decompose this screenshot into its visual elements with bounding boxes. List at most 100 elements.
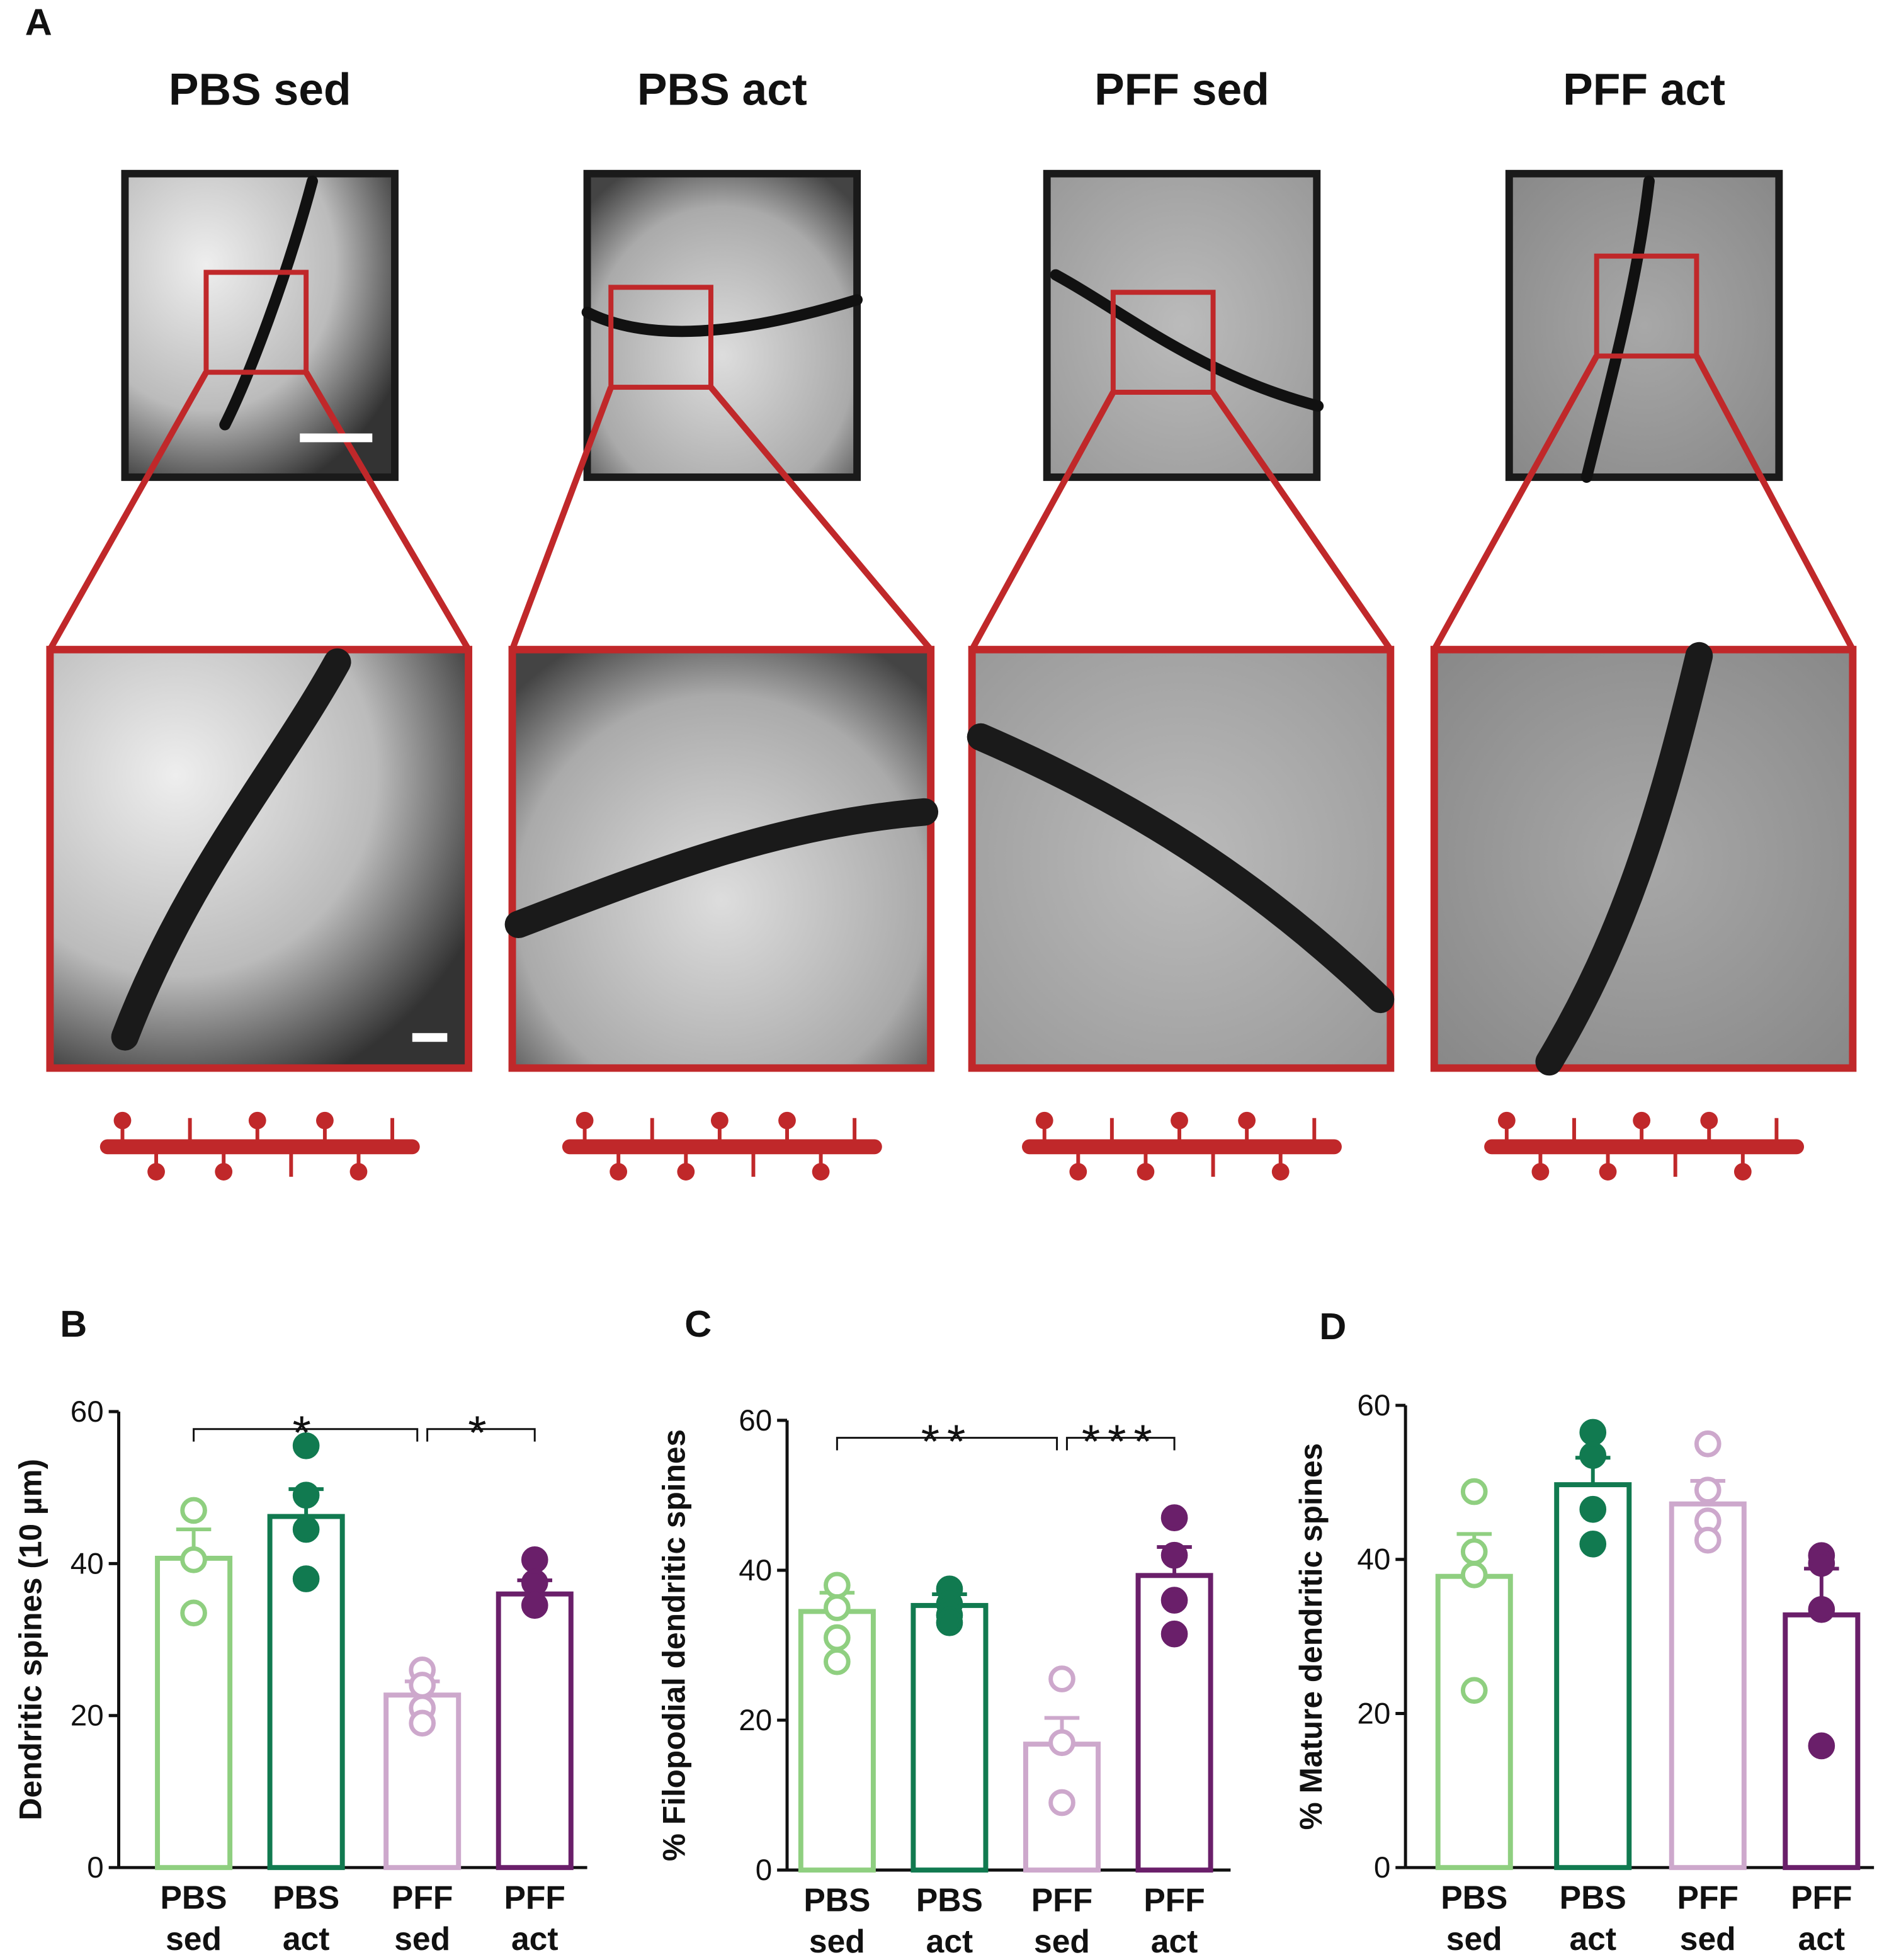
dendrite bbox=[967, 723, 1395, 1014]
bar bbox=[1135, 1573, 1213, 1873]
panel-label: C bbox=[684, 1303, 712, 1345]
y-tick-label: 0 bbox=[1374, 1851, 1390, 1884]
spine-head bbox=[1531, 1163, 1550, 1181]
zoom-line bbox=[509, 386, 614, 651]
dendrite bbox=[1580, 175, 1655, 483]
data-point bbox=[936, 1609, 963, 1636]
x-tick-label: PBS bbox=[916, 1882, 983, 1918]
scale-bar bbox=[412, 1033, 448, 1042]
charts: 0 20 40 60 Dendritic spines (10 µm) PBS sed PBS… bbox=[13, 1389, 1875, 1959]
spine-head bbox=[248, 1111, 266, 1130]
spine-head bbox=[1633, 1111, 1650, 1130]
magnified bbox=[46, 645, 473, 1072]
zoom-line bbox=[1210, 390, 1393, 652]
x-tick-label: PFF bbox=[392, 1879, 453, 1916]
reconstruction bbox=[99, 1139, 420, 1155]
data-point bbox=[824, 1594, 851, 1621]
bar bbox=[1435, 1573, 1513, 1871]
x-tick-label: act bbox=[1798, 1920, 1846, 1957]
data-point bbox=[1048, 1729, 1075, 1757]
y-tick-label: 20 bbox=[739, 1704, 772, 1737]
x-tick-label: PFF bbox=[1143, 1882, 1205, 1918]
x-tick-label: PFF bbox=[1677, 1879, 1739, 1916]
spine-head bbox=[1035, 1111, 1053, 1130]
zoom-line bbox=[969, 390, 1116, 652]
x-tick-label: PFF bbox=[1031, 1882, 1092, 1918]
spine-head bbox=[1171, 1111, 1188, 1130]
y-tick-label: 40 bbox=[739, 1554, 772, 1587]
x-tick-label: PFF bbox=[1791, 1879, 1852, 1916]
dendrite bbox=[1535, 642, 1713, 1076]
image-title: PFF act bbox=[1563, 65, 1725, 115]
y-tick-label: 0 bbox=[87, 1851, 103, 1884]
data-point bbox=[1460, 1478, 1488, 1505]
data-point bbox=[409, 1672, 436, 1699]
data-point bbox=[1694, 1476, 1722, 1504]
spine-head bbox=[349, 1163, 368, 1181]
x-tick-label: sed bbox=[394, 1920, 450, 1957]
x-tick-label: sed bbox=[1446, 1920, 1502, 1957]
data-point bbox=[521, 1569, 548, 1596]
data-point bbox=[824, 1648, 851, 1675]
significance-label: ** bbox=[921, 1415, 973, 1468]
data-point bbox=[824, 1572, 851, 1599]
x-tick-label: sed bbox=[1034, 1923, 1090, 1959]
x-tick-label: act bbox=[1569, 1920, 1616, 1957]
x-tick-label: PBS bbox=[1560, 1879, 1626, 1916]
y-tick-label: 40 bbox=[71, 1547, 104, 1580]
spine-head bbox=[1271, 1163, 1290, 1181]
spine-head bbox=[610, 1163, 628, 1181]
y-tick-label: 60 bbox=[71, 1395, 104, 1429]
image-title: PFF sed bbox=[1094, 65, 1269, 115]
spine-head bbox=[215, 1163, 233, 1181]
spine-head bbox=[316, 1111, 334, 1130]
data-point bbox=[1048, 1665, 1075, 1692]
data-point bbox=[824, 1624, 851, 1651]
y-tick-label: 60 bbox=[1357, 1389, 1390, 1422]
data-point bbox=[1160, 1587, 1188, 1614]
data-point bbox=[1579, 1419, 1607, 1446]
y-tick-label: 20 bbox=[71, 1699, 104, 1733]
chart: 0 20 40 60 % Filopodial dendritic spines PBS s… bbox=[656, 1404, 1231, 1959]
data-point bbox=[1048, 1789, 1075, 1816]
x-tick-label: act bbox=[1151, 1923, 1198, 1959]
data-point bbox=[180, 1497, 207, 1524]
x-tick-label: sed bbox=[166, 1920, 222, 1957]
data-point bbox=[1808, 1549, 1835, 1577]
y-axis-label: % Filopodial dendritic spines bbox=[656, 1429, 691, 1861]
chart: 0 20 40 60 Dendritic spines (10 µm) PBS sed PBS… bbox=[13, 1395, 587, 1957]
data-point bbox=[1460, 1538, 1488, 1565]
significance-label: * bbox=[468, 1407, 494, 1459]
x-tick-label: act bbox=[511, 1920, 559, 1957]
x-tick-label: PBS bbox=[161, 1879, 227, 1916]
y-tick-label: 40 bbox=[1357, 1543, 1390, 1577]
data-point bbox=[1694, 1430, 1722, 1458]
data-point bbox=[1160, 1620, 1188, 1648]
x-tick-label: PBS bbox=[273, 1879, 339, 1916]
scale-bar bbox=[300, 433, 373, 443]
chart: 0 20 40 60 % Mature dendritic spines PBS sed PB… bbox=[1293, 1389, 1875, 1957]
spine-head bbox=[1069, 1163, 1087, 1181]
dendrite bbox=[504, 798, 939, 939]
dendrite bbox=[111, 648, 351, 1051]
zoom-box bbox=[1594, 253, 1699, 359]
zoom-line bbox=[1431, 354, 1600, 652]
image-title: PBS sed bbox=[169, 65, 351, 115]
x-tick-label: sed bbox=[809, 1923, 865, 1959]
spine-head bbox=[1733, 1163, 1752, 1181]
y-tick-label: 0 bbox=[756, 1854, 772, 1887]
significance-bracket bbox=[836, 1437, 1058, 1451]
data-point bbox=[1579, 1495, 1607, 1523]
x-tick-label: act bbox=[283, 1920, 330, 1957]
y-axis-label: % Mature dendritic spines bbox=[1293, 1443, 1329, 1830]
micrograph bbox=[121, 169, 399, 481]
zoom-line bbox=[708, 385, 933, 652]
zoom-box bbox=[608, 285, 713, 390]
data-point bbox=[521, 1592, 548, 1619]
spine-head bbox=[576, 1111, 594, 1130]
data-point bbox=[1808, 1595, 1835, 1623]
zoom-line bbox=[47, 370, 209, 652]
data-point bbox=[292, 1481, 320, 1509]
data-point bbox=[1160, 1541, 1188, 1569]
y-tick-label: 60 bbox=[739, 1404, 772, 1437]
